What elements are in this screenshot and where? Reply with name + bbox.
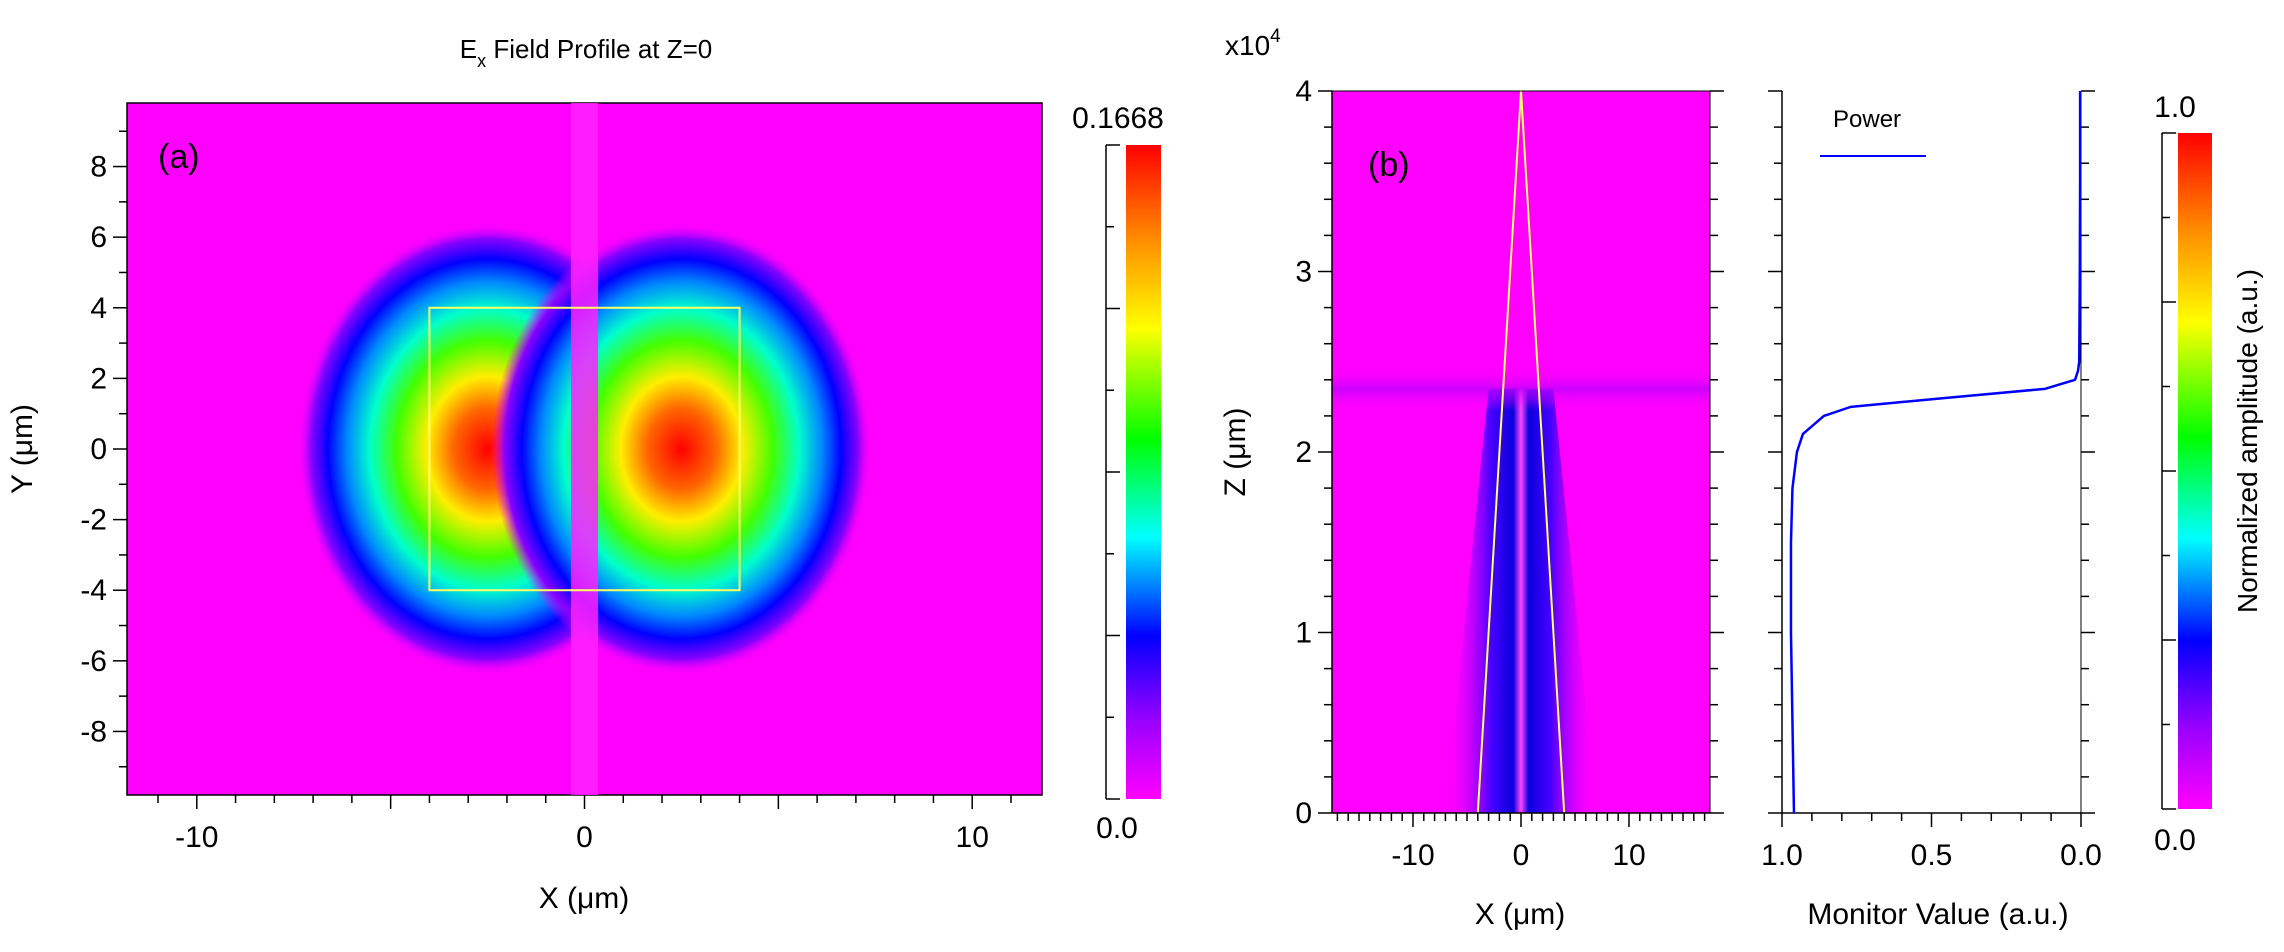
panel-a-x-label: X (μm) bbox=[539, 882, 630, 915]
panel-a-field-profile: Ex Field Profile at Z=0 (a) -10 0 10 -8-6-… bbox=[6, 34, 1164, 915]
monitor-legend: Power bbox=[1820, 106, 1926, 157]
x-tick-label: 0 bbox=[576, 821, 593, 854]
panel-a-colorbar-max-label: 0.1668 bbox=[1072, 102, 1164, 135]
x-tick-label: -10 bbox=[1391, 839, 1434, 872]
panel-a-title: Ex Field Profile at Z=0 bbox=[460, 34, 713, 71]
x-tick-label: 0.5 bbox=[1911, 839, 1953, 872]
y-tick-label: -8 bbox=[80, 715, 107, 748]
x-tick-label: 0 bbox=[1513, 839, 1530, 872]
panel-b-colorbar-ticks bbox=[2162, 132, 2176, 810]
panel-b-propagation: (b) -10 0 10 0 1 2 3 4 x104 X (μm) Z (μm) bbox=[1219, 26, 1724, 931]
y-tick-label: -2 bbox=[80, 504, 107, 537]
x-tick-label: 10 bbox=[956, 821, 989, 854]
panel-a-y-label: Y (μm) bbox=[6, 404, 39, 494]
monitor-x-axis: 1.0 0.5 0.0 bbox=[1761, 813, 2102, 872]
x-tick-label: 10 bbox=[1612, 839, 1645, 872]
y-tick-label: 1 bbox=[1295, 617, 1312, 650]
x-tick-label: 0.0 bbox=[2060, 839, 2102, 872]
panel-b-label: (b) bbox=[1368, 146, 1410, 184]
panel-b-colorbar-group: 1.0 0.0 Normalized amplitude (a.u.) bbox=[2154, 91, 2263, 857]
radiation-band bbox=[1332, 367, 1710, 411]
y-tick-label: -4 bbox=[80, 574, 107, 607]
y-tick-label: 4 bbox=[90, 292, 107, 325]
monitor-series bbox=[1789, 91, 2082, 814]
monitor-y-axis bbox=[1768, 90, 2095, 814]
field-null-line bbox=[570, 103, 599, 795]
legend-label-power: Power bbox=[1833, 106, 1901, 133]
panel-a-field-map bbox=[297, 103, 872, 795]
waveguide-outline bbox=[428, 306, 741, 592]
monitor-x-label: Monitor Value (a.u.) bbox=[1807, 898, 2068, 931]
panel-b-x-label: X (μm) bbox=[1475, 898, 1566, 931]
panel-b-colorbar bbox=[2178, 133, 2212, 809]
series-line-power bbox=[1789, 91, 2082, 814]
panel-b-colorbar-label: Normalized amplitude (a.u.) bbox=[2232, 269, 2263, 613]
y-tick-label: -6 bbox=[80, 645, 107, 678]
x-tick-label: -10 bbox=[175, 821, 218, 854]
panel-a-x-axis: -10 0 10 bbox=[157, 795, 1012, 854]
taper-outline bbox=[1476, 91, 1566, 813]
panel-b-y-axis: 0 1 2 3 4 bbox=[1295, 75, 1724, 830]
y-tick-label: 4 bbox=[1295, 75, 1312, 108]
field-lobe-2 bbox=[491, 223, 872, 675]
y-tick-label: 0 bbox=[1295, 797, 1312, 830]
x-tick-label: 1.0 bbox=[1761, 839, 1803, 872]
panel-a-colorbar-min-label: 0.0 bbox=[1096, 812, 1138, 845]
y-tick-label: 6 bbox=[90, 221, 107, 254]
panel-monitor: 1.0 0.5 0.0 Power Monitor Value (a.u.) bbox=[1761, 90, 2102, 931]
panel-b-x-axis: -10 0 10 bbox=[1336, 813, 1706, 872]
y-tick-label: 2 bbox=[1295, 436, 1312, 469]
panel-a-label: (a) bbox=[158, 138, 200, 176]
y-tick-label: 8 bbox=[90, 151, 107, 184]
panel-a-colorbar bbox=[1126, 145, 1161, 799]
panel-b-y-multiplier: x104 bbox=[1225, 26, 1281, 61]
y-tick-label: 3 bbox=[1295, 256, 1312, 289]
panel-b-field-map bbox=[1332, 91, 1710, 813]
panel-a-colorbar-ticks bbox=[1106, 144, 1120, 800]
panel-b-colorbar-max-label: 1.0 bbox=[2154, 91, 2196, 124]
y-tick-label: 2 bbox=[90, 362, 107, 395]
panel-b-colorbar-min-label: 0.0 bbox=[2154, 824, 2196, 857]
y-tick-label: 0 bbox=[90, 433, 107, 466]
panel-b-y-label: Z (μm) bbox=[1219, 408, 1252, 497]
panel-a-y-axis: -8 -6 -4 -2 0 2 4 6 8 bbox=[80, 130, 127, 768]
